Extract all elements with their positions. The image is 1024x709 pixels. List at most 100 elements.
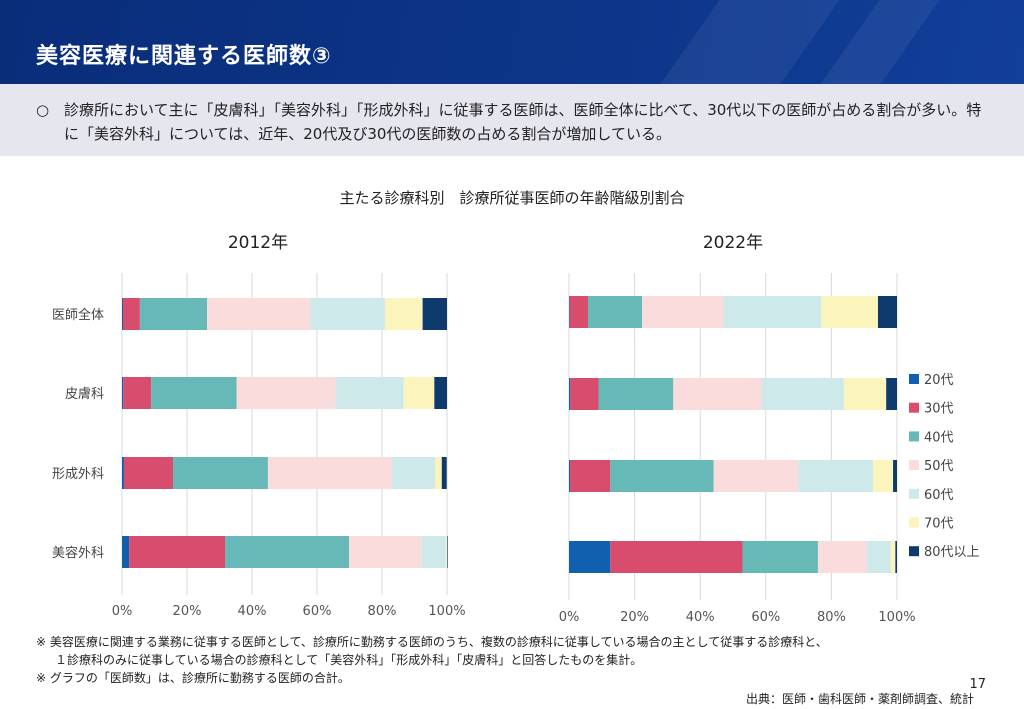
bar-segment-30代 — [569, 460, 611, 492]
bar-segment-20代 — [122, 298, 123, 330]
bar-segment-30代 — [610, 541, 743, 573]
bar-segment-80代以上 — [434, 377, 447, 409]
bar-segment-50代 — [236, 377, 336, 409]
x-tick-label: 60% — [303, 604, 332, 619]
x-tick-label: 20% — [620, 610, 649, 625]
bar-segment-60代 — [723, 296, 822, 328]
legend-label: 40代 — [924, 430, 954, 445]
bar-segment-30代 — [129, 536, 226, 568]
chart-title: 主たる診療科別 診療所従事医師の年齢階級別割合 — [339, 189, 685, 207]
x-tick-label: 100% — [878, 610, 915, 625]
bar-segment-40代 — [139, 298, 208, 330]
footnotes: ※ 美容医療に関連する業務に従事する医師として、診療所に勤務する医師のうち、複数… — [36, 633, 828, 687]
bar-segment-40代 — [588, 296, 643, 328]
legend-swatch — [909, 488, 919, 499]
bar-segment-50代 — [207, 298, 311, 330]
bar-segment-80代以上 — [877, 296, 897, 328]
header-banner: 美容医療に関連する医師数③ — [0, 0, 1024, 84]
bar-segment-20代 — [569, 296, 570, 328]
bar-segment-40代 — [598, 378, 674, 410]
bar-segment-40代 — [742, 541, 818, 573]
summary-box: ○ 診療所において主に「皮膚科」「美容外科」「形成外科」に従事する医師は、医師全… — [0, 84, 1024, 156]
bar-segment-40代 — [173, 457, 268, 489]
bar-segment-60代 — [798, 460, 874, 492]
legend-swatch — [909, 546, 919, 557]
x-tick-label: 40% — [686, 610, 715, 625]
bar-segment-80代以上 — [893, 460, 897, 492]
bar-segment-80代以上 — [441, 457, 447, 489]
legend-label: 50代 — [924, 459, 954, 474]
legend-label: 70代 — [924, 517, 954, 532]
x-tick-label: 0% — [112, 604, 133, 619]
x-tick-label: 80% — [368, 604, 397, 619]
bar-segment-50代 — [713, 460, 799, 492]
summary-bullet: ○ — [36, 101, 50, 119]
legend-swatch — [909, 402, 919, 413]
legend-swatch — [909, 517, 919, 528]
page-number: 17 — [969, 677, 986, 692]
source-citation: 出典：医師・歯科医師・薬剤師調査、統計 — [745, 692, 974, 706]
category-label: 美容外科 — [52, 545, 104, 561]
bar-segment-50代 — [673, 378, 762, 410]
bar-segment-60代 — [310, 298, 385, 330]
bar-segment-20代 — [569, 541, 611, 573]
bar-segment-30代 — [123, 377, 152, 409]
bar-segment-80代以上 — [447, 536, 448, 568]
bar-segment-80代以上 — [886, 378, 897, 410]
bar-segment-40代 — [610, 460, 714, 492]
footnote-1-cont: １診療科のみに従事している場合の診療科として「美容外科」「形成外科」「皮膚科」と… — [55, 653, 643, 667]
bar-segment-70代 — [843, 378, 887, 410]
footnote-1: ※ 美容医療に関連する業務に従事する医師として、診療所に勤務する医師のうち、複数… — [36, 635, 828, 649]
bar-segment-30代 — [122, 298, 140, 330]
bar-segment-70代 — [821, 296, 878, 328]
bar-segment-70代 — [873, 460, 894, 492]
x-tick-label: 80% — [817, 610, 846, 625]
bar-segment-20代 — [122, 377, 124, 409]
bar-segment-20代 — [569, 378, 571, 410]
category-label: 形成外科 — [52, 467, 104, 482]
footnote-2: ※ グラフの「医師数」は、診療所に勤務する医師の合計。 — [36, 671, 350, 685]
x-tick-label: 40% — [238, 604, 267, 619]
legend-label: 60代 — [924, 488, 954, 503]
bar-segment-40代 — [151, 377, 237, 409]
bar-segment-30代 — [569, 296, 589, 328]
category-label: 皮膚科 — [65, 386, 104, 402]
bar-segment-20代 — [122, 536, 130, 568]
bar-segment-50代 — [267, 457, 393, 489]
bar-segment-60代 — [421, 536, 447, 568]
legend-label: 30代 — [924, 402, 954, 417]
bar-segment-70代 — [403, 377, 435, 409]
legend-swatch — [909, 431, 919, 442]
bar-segment-70代 — [890, 541, 896, 573]
bar-segment-70代 — [446, 536, 447, 568]
bar-segment-60代 — [867, 541, 891, 573]
bar-segment-80代以上 — [422, 298, 447, 330]
page-title: 美容医療に関連する医師数③ — [36, 44, 332, 69]
x-tick-label: 0% — [559, 610, 580, 625]
bar-segment-60代 — [392, 457, 435, 489]
legend-label: 80代以上 — [924, 545, 980, 560]
legend-label: 20代 — [924, 373, 954, 388]
summary-text: 診療所において主に「皮膚科」「美容外科」「形成外科」に従事する医師は、医師全体に… — [64, 101, 982, 143]
bar-segment-70代 — [384, 298, 423, 330]
bar-segment-50代 — [349, 536, 422, 568]
bar-segment-20代 — [569, 460, 570, 492]
x-tick-label: 100% — [428, 604, 465, 619]
legend-swatch — [909, 460, 919, 471]
chart-2012-title: 2012年 — [227, 233, 289, 253]
chart-2022-title: 2022年 — [702, 233, 764, 253]
x-tick-label: 20% — [173, 604, 202, 619]
bar-segment-30代 — [123, 457, 174, 489]
bar-segment-30代 — [570, 378, 599, 410]
x-tick-label: 60% — [751, 610, 780, 625]
bar-segment-50代 — [817, 541, 868, 573]
bar-segment-40代 — [225, 536, 350, 568]
bar-segment-60代 — [335, 377, 404, 409]
bar-segment-80代以上 — [895, 541, 897, 573]
bar-segment-60代 — [761, 378, 844, 410]
category-label: 医師全体 — [52, 307, 104, 323]
legend-swatch — [909, 374, 919, 384]
bar-segment-70代 — [434, 457, 442, 489]
bar-segment-50代 — [642, 296, 724, 328]
